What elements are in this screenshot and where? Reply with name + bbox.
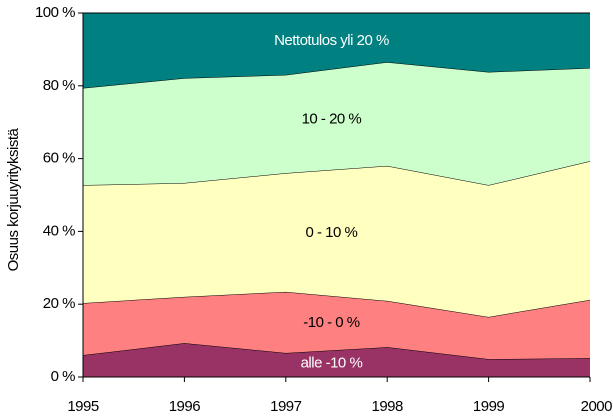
y-tick-label: 20 % xyxy=(43,295,75,312)
x-tick-label: 1997 xyxy=(270,398,302,415)
y-tick-label: 60 % xyxy=(43,150,75,167)
area xyxy=(83,13,590,88)
x-tick-label: 1996 xyxy=(169,398,201,415)
area xyxy=(83,62,590,186)
area xyxy=(83,161,590,317)
series-label: 10 - 20 % xyxy=(302,110,362,127)
series-label: 0 - 10 % xyxy=(305,224,357,241)
series-label: Nettotulos yli 20 % xyxy=(274,32,389,49)
y-tick-label: 100 % xyxy=(35,4,75,21)
area xyxy=(83,291,590,360)
x-tick-label: 1999 xyxy=(473,398,505,415)
x-tick-label: 1995 xyxy=(67,398,99,415)
y-tick-label: 0 % xyxy=(51,368,76,385)
y-axis-label: Osuus korjuuyrityksistä xyxy=(5,127,22,271)
series-label: -10 - 0 % xyxy=(303,314,360,331)
x-tick-label: 2000 xyxy=(581,398,613,415)
area xyxy=(83,343,590,377)
x-tick-label: 1998 xyxy=(372,398,404,415)
series-label: alle -10 % xyxy=(301,355,363,372)
y-tick-label: 80 % xyxy=(43,77,75,94)
y-tick-label: 40 % xyxy=(43,222,75,239)
